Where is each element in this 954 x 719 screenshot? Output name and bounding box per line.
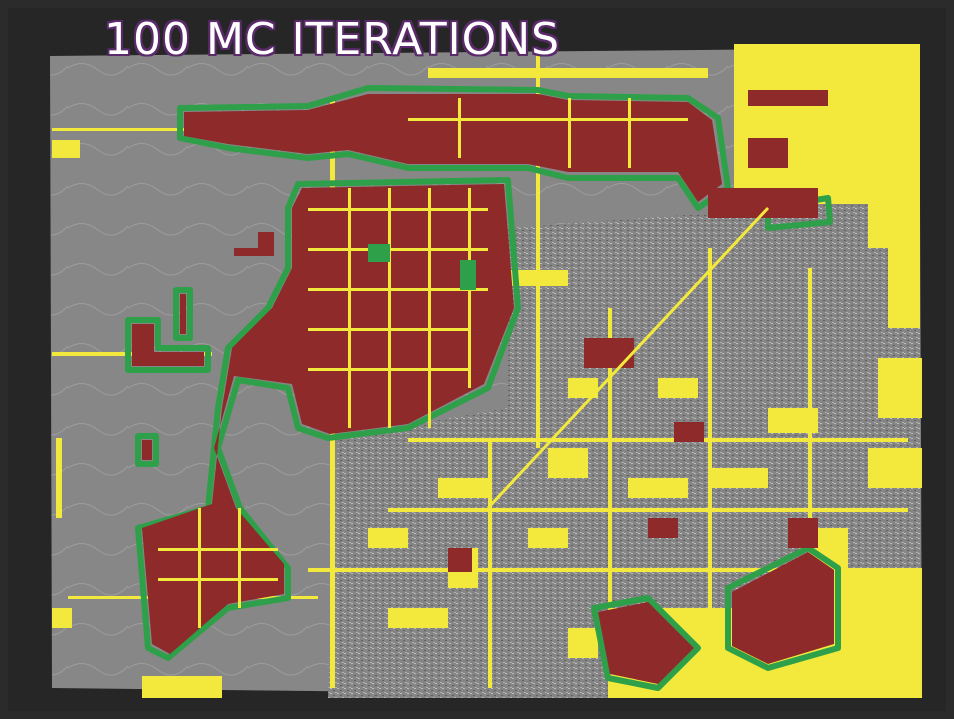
urban-speckles [158, 98, 688, 628]
urban-growth-map [50, 44, 922, 698]
diagonal-road [486, 206, 770, 510]
slide-frame: 100 MC ITERATIONS [8, 8, 946, 711]
growth-fringe-layer [125, 85, 841, 691]
slide-title: 100 MC ITERATIONS [104, 14, 561, 65]
